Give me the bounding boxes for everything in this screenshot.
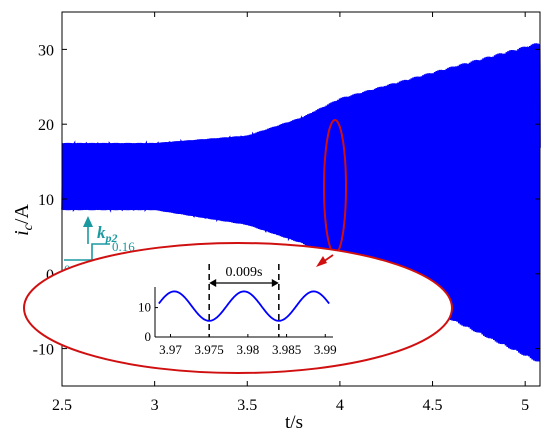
main-series-line [61,43,541,362]
y-tick-label: 0 [46,267,54,284]
y-tick-label: 10 [38,192,54,209]
inset-ellipse [23,242,453,374]
y-axis-label: ic/A [11,204,36,236]
x-tick-label: 3.5 [237,397,257,414]
inset-y-tick-label: 0 [145,329,152,344]
x-tick-label: 3 [151,397,159,414]
y-axis-ticks: -10 0 10 20 30 [33,42,540,359]
y-tick-label: 20 [38,117,54,134]
step-arrowhead [83,216,93,227]
x-tick-label: 5 [521,397,529,414]
inset-x-tick-label: 3.98 [236,342,259,357]
x-tick-label: 4 [336,397,344,414]
period-arrowhead-left [209,279,217,287]
zoom-arrowhead [316,256,327,267]
y-axis-label-unit: /A [11,204,33,225]
period-arrowhead-right [271,279,279,287]
inset-x-tick-label: 3.975 [195,342,224,357]
inset-x-tick-label: 3.99 [314,342,337,357]
inset-x-tick-label: 3.985 [272,342,301,357]
y-axis-label-subscript: c [21,223,36,230]
inset-y-tick-label: 10 [138,300,151,315]
step-k-label: kp2 [97,223,118,245]
inset-chart: 3.97 3.975 3.98 3.985 3.99 0 10 0.009s [138,264,337,357]
step-trace [64,243,110,261]
y-tick-label: -10 [33,342,54,359]
x-tick-label: 2.5 [52,397,72,414]
inset-series-line [158,290,330,322]
main-series [61,43,541,362]
period-label: 0.009s [226,265,263,280]
y-tick-label: 30 [38,42,54,59]
zoom-callout [23,119,453,374]
step-to-value: 0.16 [112,239,135,254]
y-axis-label-symbol: i [11,230,33,236]
inset-x-tick-label: 3.97 [159,342,182,357]
x-axis-ticks: 2.5 3 3.5 4 4.5 5 [52,12,529,414]
x-tick-label: 4.5 [423,397,443,414]
x-axis-label: t/s [285,412,303,433]
